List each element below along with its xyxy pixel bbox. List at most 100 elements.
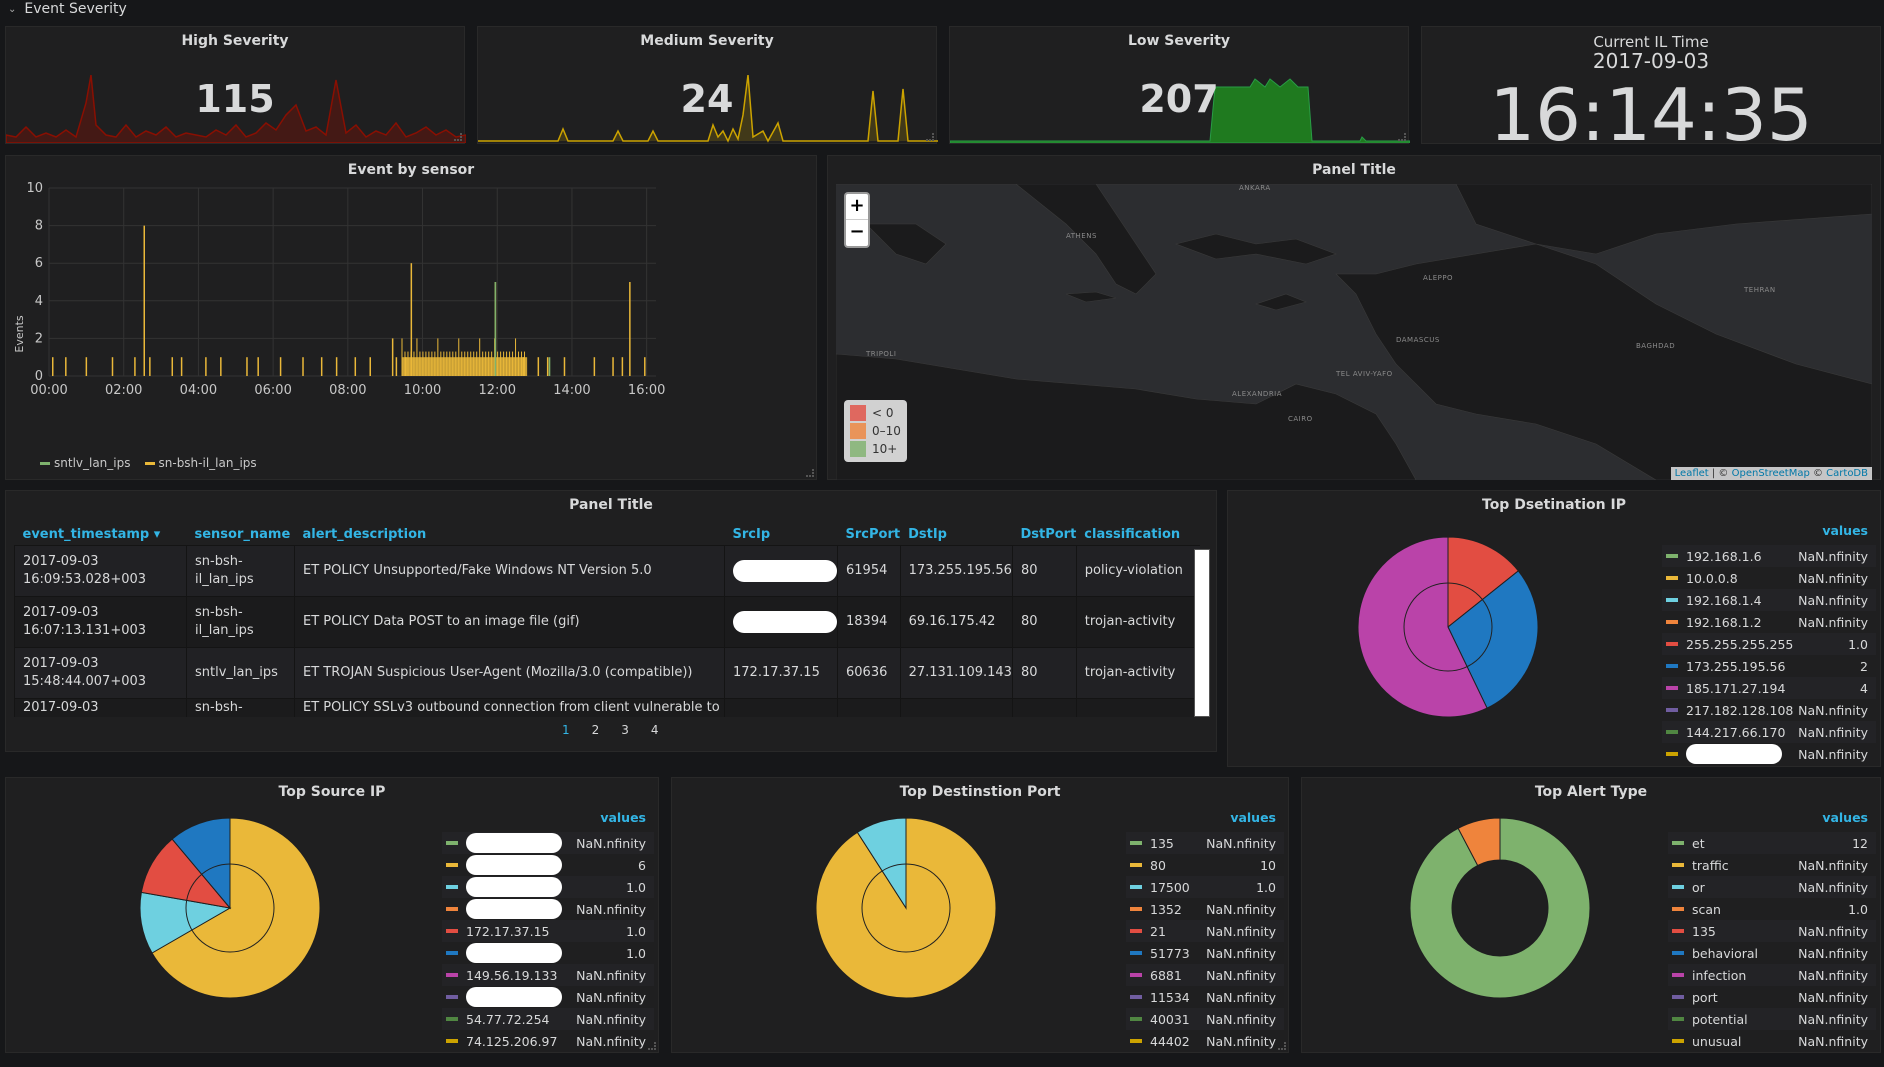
legend-values-header[interactable]: values [1822, 810, 1868, 825]
page-link[interactable]: 3 [621, 723, 629, 737]
legend-item[interactable]: 80 10 [1126, 854, 1284, 876]
leaflet-link[interactable]: Leaflet [1674, 468, 1709, 479]
legend-item[interactable]: scan 1.0 [1668, 898, 1876, 920]
legend-item[interactable]: 21 NaN.nfinity [1126, 920, 1284, 942]
legend-item[interactable]: 144.217.66.170 NaN.nfinity [1662, 721, 1876, 743]
dest-port-pie-chart[interactable] [806, 808, 1006, 1008]
legend-item[interactable]: NaN.nfinity [442, 832, 654, 854]
legend-item[interactable]: 135 NaN.nfinity [1668, 920, 1876, 942]
legend-item[interactable]: 192.168.1.4 NaN.nfinity [1662, 589, 1876, 611]
legend-item[interactable]: 51773 NaN.nfinity [1126, 942, 1284, 964]
legend-item[interactable]: sntlv_lan_ips [40, 456, 131, 470]
pie-slice[interactable] [856, 817, 907, 910]
legend-item[interactable]: 54.77.72.254 NaN.nfinity [442, 1008, 654, 1030]
legend-item[interactable]: behavioral NaN.nfinity [1668, 942, 1876, 964]
legend-item[interactable]: 255.255.255.255 1.0 [1662, 633, 1876, 655]
zoom-in-button[interactable]: + [846, 194, 868, 220]
legend-item[interactable]: 6881 NaN.nfinity [1126, 964, 1284, 986]
legend-item[interactable]: 44402 NaN.nfinity [1126, 1030, 1284, 1052]
col-header-alert-description[interactable]: alert_description [302, 527, 427, 543]
table-row[interactable]: 2017-09-03 16:09:53.028+003 sn-bsh-il_lan… [14, 544, 1200, 596]
legend-item[interactable]: NaN.nfinity [1662, 743, 1876, 765]
legend-item[interactable]: 17500 1.0 [1126, 876, 1284, 898]
pie-slice[interactable] [1447, 570, 1539, 709]
pie-slice[interactable] [1357, 536, 1488, 718]
pie-slice[interactable] [1409, 817, 1591, 999]
legend-item[interactable]: 6 [442, 854, 654, 876]
col-header-sensor-name[interactable]: sensor_name [194, 527, 291, 543]
pie-slice[interactable] [1447, 536, 1520, 629]
pie-slice[interactable] [151, 817, 321, 999]
col-header-dstport[interactable]: DstPort [1020, 527, 1077, 543]
page-link[interactable]: 1 [562, 723, 570, 737]
alert-type-donut-chart[interactable] [1400, 808, 1600, 1008]
legend-label [466, 943, 626, 963]
resize-handle[interactable] [1398, 133, 1406, 141]
legend-item[interactable]: infection NaN.nfinity [1668, 964, 1876, 986]
legend-swatch [1130, 863, 1142, 867]
legend-item[interactable]: NaN.nfinity [442, 898, 654, 920]
col-header-srcip[interactable]: SrcIp [732, 527, 771, 543]
page-link[interactable]: 4 [650, 723, 659, 737]
legend-item[interactable]: sn-bsh-il_lan_ips [144, 456, 257, 470]
legend-values-header[interactable]: values [1230, 810, 1276, 825]
legend-item[interactable]: 74.125.206.97 NaN.nfinity [442, 1030, 654, 1052]
world-map[interactable]: ANKARA ATHENS ALEPPO TEHRAN TRIPOLI DAMA… [836, 184, 1872, 480]
legend-item[interactable]: NaN.nfinity [442, 986, 654, 1008]
dest-ip-legend: values 192.168.1.6 NaN.nfinity 10.0.0.8 NaN.… [1662, 523, 1876, 765]
source-ip-pie-chart[interactable] [130, 808, 330, 1008]
legend-item[interactable]: traffic NaN.nfinity [1668, 854, 1876, 876]
event-by-sensor-panel: Event by sensor Events 0 2 4 6 8 10 00:00 02:00… [5, 155, 817, 480]
legend-item[interactable]: 1352 NaN.nfinity [1126, 898, 1284, 920]
page-link[interactable]: 2 [591, 723, 600, 737]
row-header-event-severity[interactable]: ⌄ Event Severity [0, 0, 1884, 18]
legend-value: NaN.nfinity [1798, 724, 1868, 740]
dest-ip-pie-chart[interactable] [1348, 527, 1548, 727]
legend-item[interactable]: 217.182.128.108 NaN.nfinity [1662, 699, 1876, 721]
legend-item[interactable]: 172.17.37.15 1.0 [442, 920, 654, 942]
table-row[interactable]: 2017-09-03 sn-bsh- ET POLICY SSLv3 outbo… [14, 697, 1200, 717]
chevron-down-icon[interactable]: ⌄ [8, 3, 17, 15]
legend-item[interactable]: 1.0 [442, 942, 654, 964]
legend-item[interactable]: 135 NaN.nfinity [1126, 832, 1284, 854]
resize-handle[interactable] [454, 133, 462, 141]
dest-port-legend: values 135 NaN.nfinity 80 10 17500 1.0 1352 NaN.… [1126, 810, 1284, 1052]
legend-values-header[interactable]: values [1822, 523, 1868, 538]
pie-slice[interactable] [171, 817, 231, 910]
legend-item[interactable]: 1.0 [442, 876, 654, 898]
resize-handle[interactable] [1278, 1042, 1286, 1050]
legend-item[interactable]: 192.168.1.2 NaN.nfinity [1662, 611, 1876, 633]
legend-item[interactable]: 173.255.195.56 2 [1662, 655, 1876, 677]
resize-handle[interactable] [926, 133, 934, 141]
osm-link[interactable]: OpenStreetMap [1731, 468, 1810, 479]
event-chart[interactable]: Events 0 2 4 6 8 10 00:00 02:00 04:00 06:00 08:00 1… [6, 176, 818, 476]
col-header-classification[interactable]: classification [1084, 527, 1181, 543]
legend-label: 192.168.1.6 [1686, 548, 1762, 564]
resize-handle[interactable] [648, 1042, 656, 1050]
legend-item[interactable]: port NaN.nfinity [1668, 986, 1876, 1008]
legend-item[interactable]: 185.171.27.194 4 [1662, 677, 1876, 699]
legend-item[interactable]: 11534 NaN.nfinity [1126, 986, 1284, 1008]
carto-link[interactable]: CartoDB [1826, 468, 1868, 479]
zoom-out-button[interactable]: − [849, 221, 865, 242]
legend-item[interactable]: unusual NaN.nfinity [1668, 1030, 1876, 1052]
legend-item[interactable]: 40031 NaN.nfinity [1126, 1008, 1284, 1030]
table-row[interactable]: 2017-09-03 15:48:44.007+003 sntlv_lan_ips… [14, 646, 1200, 698]
col-header-srcport[interactable]: SrcPort [845, 527, 901, 543]
legend-item[interactable]: 149.56.19.133 NaN.nfinity [442, 964, 654, 986]
resize-handle[interactable] [806, 469, 814, 477]
legend-swatch [1672, 885, 1684, 889]
table-scrollbar[interactable] [1194, 549, 1210, 717]
col-header-event-timestamp[interactable]: event_timestamp ▾ [22, 527, 161, 543]
pie-slice[interactable] [1457, 817, 1501, 867]
legend-swatch [1130, 885, 1142, 889]
legend-item[interactable]: et 12 [1668, 832, 1876, 854]
col-header-dstip[interactable]: DstIp [908, 527, 947, 543]
legend-item[interactable]: potential NaN.nfinity [1668, 1008, 1876, 1030]
legend-value: NaN.nfinity [1798, 923, 1868, 939]
legend-values-header[interactable]: values [600, 810, 646, 825]
legend-item[interactable]: or NaN.nfinity [1668, 876, 1876, 898]
legend-item[interactable]: 10.0.0.8 NaN.nfinity [1662, 567, 1876, 589]
legend-item[interactable]: 192.168.1.6 NaN.nfinity [1662, 545, 1876, 567]
table-row[interactable]: 2017-09-03 16:07:13.131+003 sn-bsh-il_lan… [14, 595, 1200, 647]
